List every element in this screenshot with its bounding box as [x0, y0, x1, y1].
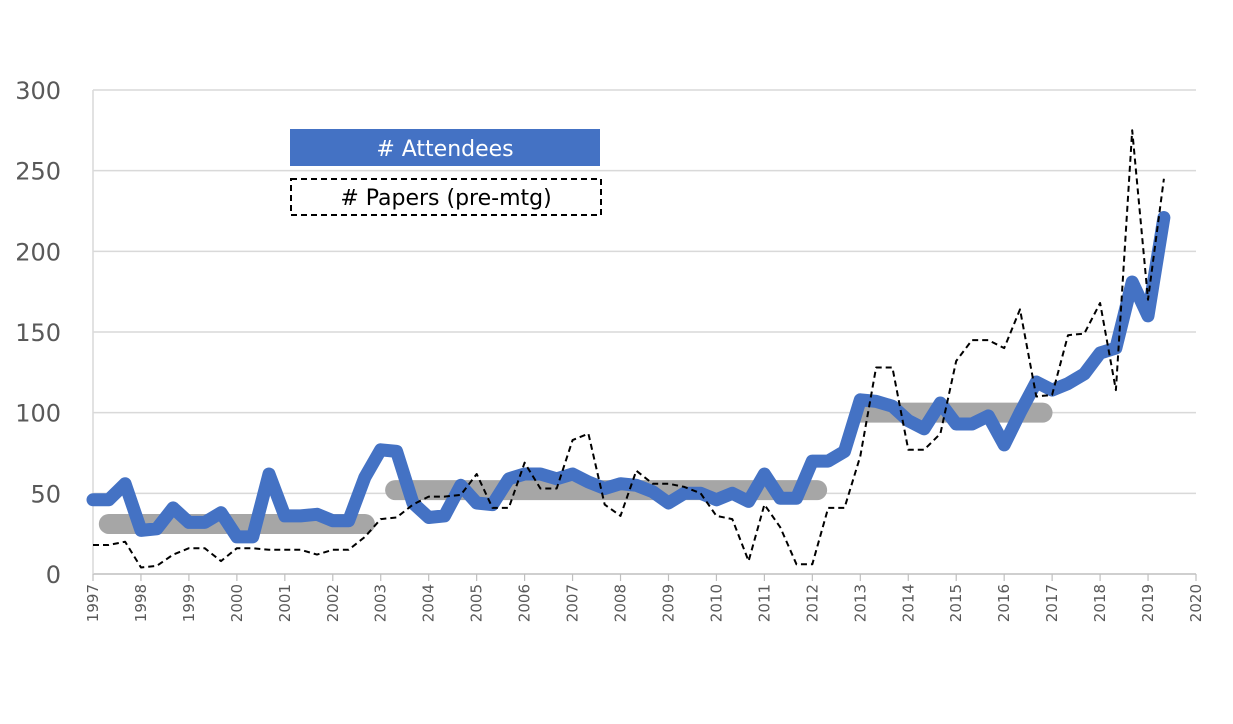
series-lines	[86, 129, 1171, 569]
x-tick-label: 2015	[947, 584, 965, 622]
x-tick-label: 2000	[228, 584, 246, 622]
x-tick-label: 2013	[851, 584, 869, 622]
y-tick-label: 100	[15, 400, 61, 428]
y-tick-label: 300	[15, 77, 61, 105]
x-tick-label: 2007	[564, 584, 582, 622]
legend-papers-label: # Papers (pre-mtg)	[340, 186, 551, 211]
x-tick-label: 2003	[372, 584, 390, 622]
y-tick-label: 0	[46, 561, 61, 589]
legend-attendees-box	[290, 129, 600, 166]
x-tick-label: 2017	[1043, 584, 1061, 622]
y-axis-tick-labels: 0 50 100 150 200 250 300	[15, 77, 61, 589]
x-tick-label: 2009	[659, 584, 677, 622]
x-tick-label: 2004	[420, 584, 438, 622]
x-tick-label: 2010	[707, 584, 725, 622]
x-tick-label: 2018	[1091, 584, 1109, 622]
x-tick-label: 2008	[612, 584, 630, 622]
x-tick-label: 2001	[276, 584, 294, 622]
x-tick-label: 2020	[1187, 584, 1205, 622]
y-tick-label: 50	[30, 480, 61, 508]
legend-papers-box	[290, 178, 602, 216]
series-line-papers	[93, 129, 1165, 569]
legend: # Attendees # Papers (pre-mtg)	[290, 129, 602, 216]
x-tick-label: 2019	[1139, 584, 1157, 622]
legend-attendees-label: # Attendees	[376, 137, 513, 162]
x-tick-label: 2006	[516, 584, 534, 622]
x-tick-label: 2014	[899, 584, 917, 622]
x-tick-label: 2011	[755, 584, 773, 622]
y-tick-label: 200	[15, 238, 61, 266]
x-tick-label: 2002	[324, 584, 342, 622]
x-tick-label: 2016	[995, 584, 1013, 622]
x-axis: 1997 1998 1999 2000 2001 2002 2003 2004 2005 2006…	[84, 90, 1205, 622]
y-tick-label: 250	[15, 158, 61, 186]
x-tick-label: 1998	[132, 584, 150, 622]
gridlines	[93, 89, 1196, 495]
x-tick-label: 2012	[803, 584, 821, 622]
x-tick-label: 2005	[468, 584, 486, 622]
series-line-attendees	[86, 211, 1171, 544]
y-tick-label: 150	[15, 319, 61, 347]
x-tick-label: 1999	[180, 584, 198, 622]
x-tick-label: 1997	[84, 584, 102, 622]
